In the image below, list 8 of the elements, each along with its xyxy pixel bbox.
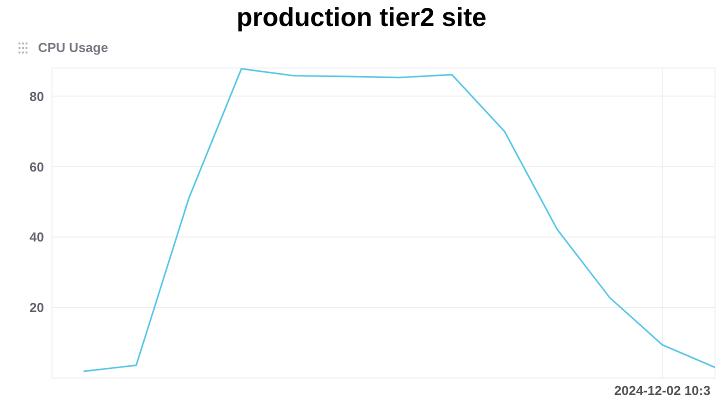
chart-subtitle: CPU Usage [38, 40, 108, 55]
y-tick-label: 80 [30, 88, 44, 104]
y-tick-label: 60 [30, 159, 44, 174]
y-tick-label: 40 [30, 230, 44, 245]
y-tick-label: 20 [30, 300, 44, 316]
line-series [82, 68, 715, 372]
chart-title: production tier2 site [236, 2, 488, 33]
x-tick-label: 2024-12-02 10:3 [614, 383, 710, 398]
